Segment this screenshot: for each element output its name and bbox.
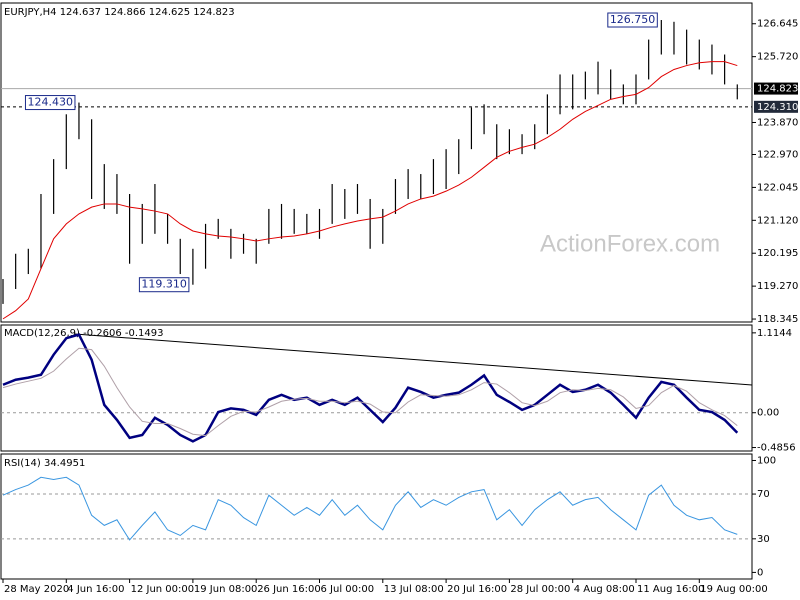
- y-tick-label: 122.970: [757, 149, 798, 160]
- macd-panel: [0, 324, 753, 452]
- x-tick-label: 20 Jul 16:00: [447, 584, 507, 595]
- y-tick-label: 122.045: [757, 182, 798, 193]
- x-tick-label: 28 May 2020: [4, 584, 69, 595]
- price-box: [754, 82, 798, 95]
- x-tick-label: 12 Jun 00:00: [131, 584, 195, 595]
- price-title: EURJPY,H4 124.637 124.866 124.625 124.82…: [4, 7, 235, 18]
- x-tick-label: 11 Aug 16:00: [637, 584, 704, 595]
- price-panel: [0, 2, 753, 323]
- x-tick-label: 19 Jun 08:00: [194, 584, 258, 595]
- series-line: [2, 347, 738, 437]
- annotation-box: [138, 277, 190, 293]
- macd-title: MACD(12,26,9) -0.2606 -0.1493: [4, 328, 164, 339]
- rsi-title: RSI(14) 34.4951: [4, 458, 85, 469]
- y-tick-label: 123.870: [757, 117, 798, 128]
- x-tick-label: 26 Jun 16:00: [257, 584, 321, 595]
- price-label: 124.823: [757, 84, 798, 95]
- series-line: [2, 333, 739, 443]
- y-tick-label: 126.645: [757, 19, 798, 30]
- x-tick-label: 4 Aug 08:00: [574, 584, 635, 595]
- y-tick-label: 0.00: [757, 408, 779, 419]
- x-tick-label: 28 Jul 00:00: [510, 584, 570, 595]
- rsi-panel: [0, 453, 753, 580]
- y-tick-label: 70: [757, 489, 770, 500]
- annotation-label: 124.430: [27, 96, 73, 109]
- annotation-box: [24, 95, 76, 111]
- watermark: ActionForex.com: [540, 230, 720, 257]
- y-tick-label: 30: [757, 534, 770, 545]
- y-tick-label: 125.720: [757, 52, 798, 63]
- x-tick-label: 19 Aug 00:00: [700, 584, 767, 595]
- price-box: [754, 100, 798, 113]
- annotation-box: [607, 12, 658, 28]
- y-tick-label: -0.4856: [757, 443, 796, 454]
- price-label: 124.310: [757, 102, 798, 113]
- y-tick-label: 0: [757, 567, 763, 578]
- y-tick-label: 121.120: [757, 215, 798, 226]
- trend-line: [74, 333, 753, 386]
- annotation-label: 126.750: [610, 13, 656, 26]
- y-tick-label: 120.195: [757, 248, 798, 259]
- y-tick-label: 100: [757, 455, 776, 466]
- y-tick-label: 119.270: [757, 281, 798, 292]
- y-tick-label: 1.1144: [757, 328, 792, 339]
- annotation-label: 119.310: [141, 278, 187, 291]
- x-tick-label: 4 Jun 16:00: [67, 584, 124, 595]
- series-line: [2, 476, 738, 541]
- x-tick-label: 13 Jul 08:00: [384, 584, 444, 595]
- moving-average: [2, 61, 738, 320]
- y-tick-label: 118.345: [757, 314, 798, 325]
- x-tick-label: 6 Jul 00:00: [321, 584, 375, 595]
